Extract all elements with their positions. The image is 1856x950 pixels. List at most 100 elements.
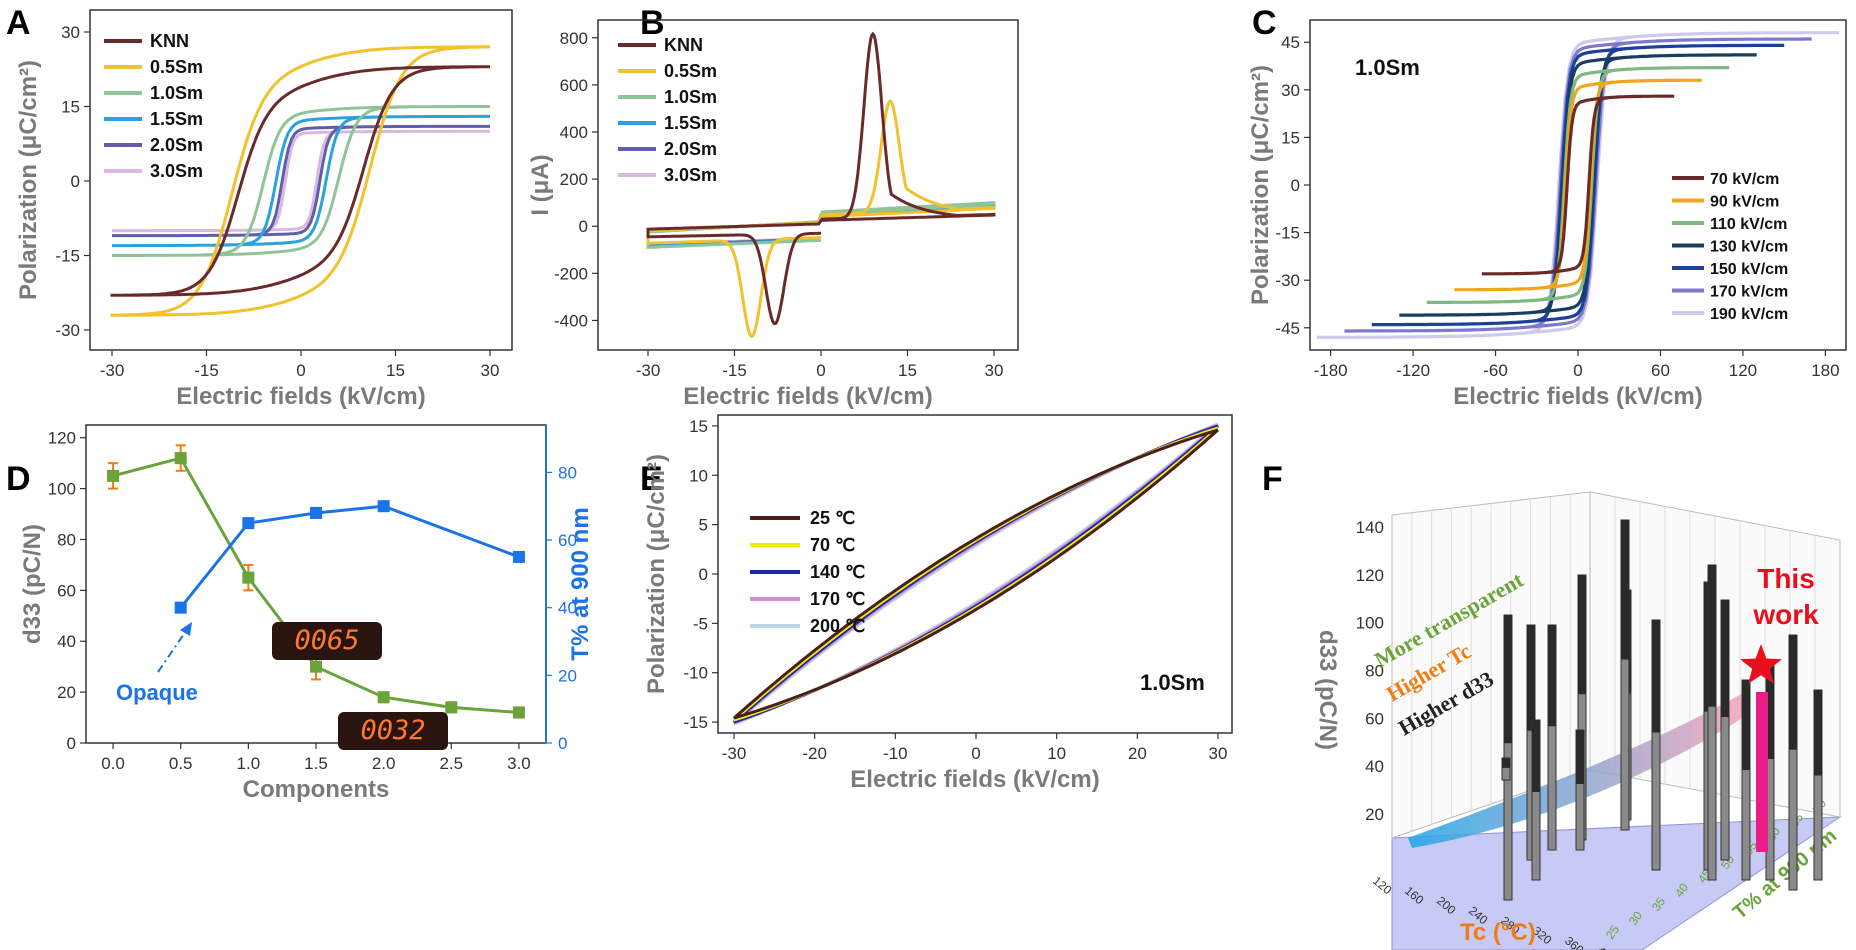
legend-label: KNN bbox=[150, 31, 189, 51]
y-tick-label: -5 bbox=[693, 614, 708, 633]
x-tick-label: 3.0 bbox=[507, 754, 531, 773]
legend-label: 110 kV/cm bbox=[1710, 216, 1787, 233]
z-axis-label: d33 (pC/N) bbox=[1314, 630, 1341, 750]
legend-label: 70 ℃ bbox=[810, 535, 855, 555]
y-tick-label: 15 bbox=[1281, 128, 1300, 147]
y-tick-label: -15 bbox=[1275, 224, 1300, 243]
y-tick-label: 200 bbox=[560, 170, 588, 189]
right-tick-label: 0 bbox=[558, 734, 567, 753]
x-tick-label: 20 bbox=[1128, 744, 1147, 763]
data-pillar-top bbox=[1576, 730, 1584, 784]
legend-label: 25 ℃ bbox=[810, 508, 855, 528]
x-tick-label: 120 bbox=[1729, 361, 1757, 380]
x-tick-label: -15 bbox=[194, 361, 219, 380]
hysteresis-loop bbox=[110, 65, 490, 297]
legend-label: 1.5Sm bbox=[150, 109, 203, 129]
hysteresis-loop bbox=[112, 105, 490, 257]
hysteresis-loop bbox=[1316, 31, 1840, 339]
x-tick-label: 0.0 bbox=[101, 754, 125, 773]
legend-label: 1.0Sm bbox=[150, 83, 203, 103]
legend-label: 140 ℃ bbox=[810, 562, 865, 582]
opaque-arrowhead bbox=[180, 622, 192, 636]
legend-label: 170 kV/cm bbox=[1710, 284, 1788, 301]
this-work-label: This bbox=[1757, 563, 1815, 594]
data-pillar-top bbox=[1548, 625, 1556, 727]
this-work-label: work bbox=[1752, 599, 1819, 630]
y-tick-label: 45 bbox=[1281, 33, 1300, 52]
panel-c-sample-label: 1.0Sm bbox=[1355, 55, 1420, 80]
legend-label: 3.0Sm bbox=[150, 161, 203, 181]
data-pillar-top bbox=[1621, 520, 1629, 660]
hysteresis-loop bbox=[1399, 53, 1757, 317]
y-tick-label: -400 bbox=[554, 311, 588, 330]
led-display-value: 0032 bbox=[360, 715, 425, 746]
right-tick-label: 20 bbox=[558, 666, 577, 685]
y-tick-label: -200 bbox=[554, 264, 588, 283]
d33-point bbox=[445, 701, 458, 714]
transmittance-point bbox=[310, 506, 322, 519]
z-tick-label: 120 bbox=[1356, 566, 1384, 585]
right-tick-label: 60 bbox=[558, 531, 577, 550]
z-tick-label: 100 bbox=[1356, 614, 1384, 633]
y-tick-label: 10 bbox=[689, 466, 708, 485]
legend-label: 170 ℃ bbox=[810, 589, 865, 609]
y-tick-label: -10 bbox=[683, 664, 708, 683]
y-tick-label: 30 bbox=[61, 23, 80, 42]
panel-e: E 1.0Sm -30 -20 -10 0 10 20 30 -15 -10 -5 0 5 10 15 El… bbox=[640, 414, 1233, 793]
x-axis-label: Electric fields (kV/cm) bbox=[176, 383, 425, 410]
d33-point bbox=[310, 660, 322, 673]
x-tick-label: 30 bbox=[1209, 744, 1228, 763]
x-axis-label: Components bbox=[243, 776, 390, 803]
d33-point bbox=[242, 571, 255, 584]
data-pillar-top bbox=[1708, 565, 1716, 707]
x-tick-label: -30 bbox=[636, 361, 661, 380]
x-axis-label: Electric fields (kV/cm) bbox=[683, 383, 932, 410]
legend-label: 3.0Sm bbox=[664, 165, 717, 185]
data-pillar-top bbox=[1527, 625, 1535, 731]
panel-d: D 0.0 0.5 1.0 1.5 2.0 2.5 3.0 0 20 40 60 80 100 120 Co… bbox=[6, 424, 594, 803]
y-tick-label: 20 bbox=[57, 683, 76, 702]
hysteresis-loop bbox=[1344, 37, 1812, 333]
legend-label: 70 kV/cm bbox=[1710, 171, 1779, 188]
y-tick-label: 15 bbox=[689, 417, 708, 436]
this-work-star bbox=[1740, 644, 1782, 684]
legend-label: 200 ℃ bbox=[810, 616, 865, 636]
y-axis-label: I (μA) bbox=[527, 154, 554, 215]
transmittance-point bbox=[512, 550, 525, 563]
z-tick-label: 140 bbox=[1356, 518, 1384, 537]
transmittance-point bbox=[174, 601, 187, 614]
y-tick-label: 15 bbox=[61, 98, 80, 117]
hysteresis-loop bbox=[1454, 78, 1702, 292]
y-tick-label: 0 bbox=[699, 565, 708, 584]
led-display-value: 0065 bbox=[294, 625, 359, 656]
y-tick-label: 800 bbox=[560, 29, 588, 48]
legend-label: 1.5Sm bbox=[664, 113, 717, 133]
current-loop bbox=[646, 31, 996, 326]
x-tick-label: 1.0 bbox=[237, 754, 261, 773]
y-tick-label: -15 bbox=[683, 713, 708, 732]
led-display-glow bbox=[338, 712, 448, 750]
x-tick-label: 30 bbox=[985, 361, 1004, 380]
hysteresis-loop bbox=[112, 124, 490, 238]
d33-point bbox=[107, 469, 120, 482]
panel-b: B -30 -15 0 15 30 -400 -200 0 200 400 600 800 Electr… bbox=[527, 4, 1019, 410]
hysteresis-loop bbox=[1371, 43, 1785, 327]
z-tick-label: 20 bbox=[1365, 805, 1384, 824]
opaque-arrow bbox=[157, 627, 189, 673]
data-pillar-top bbox=[1742, 680, 1750, 770]
panel-c: C 1.0Sm -180 -120 -60 0 60 120 180 -45 -30 -15 0 15… bbox=[1247, 4, 1847, 410]
y-tick-label: -30 bbox=[55, 321, 80, 340]
x-tick-label: -180 bbox=[1314, 361, 1348, 380]
legend-label: 2.0Sm bbox=[664, 139, 717, 159]
x-tick-label: -60 bbox=[1483, 361, 1508, 380]
y-tick-label: 0 bbox=[579, 217, 588, 236]
y-axis-label: Polarization (μC/cm²) bbox=[1247, 65, 1274, 305]
x-tick-label: 0 bbox=[296, 361, 305, 380]
data-pillar-top bbox=[1766, 660, 1774, 759]
data-pillar-top bbox=[1652, 620, 1660, 733]
led-display-glow bbox=[272, 622, 382, 660]
x-tick-label: 400 bbox=[1594, 944, 1619, 950]
z-tick-label: 40 bbox=[1365, 757, 1384, 776]
